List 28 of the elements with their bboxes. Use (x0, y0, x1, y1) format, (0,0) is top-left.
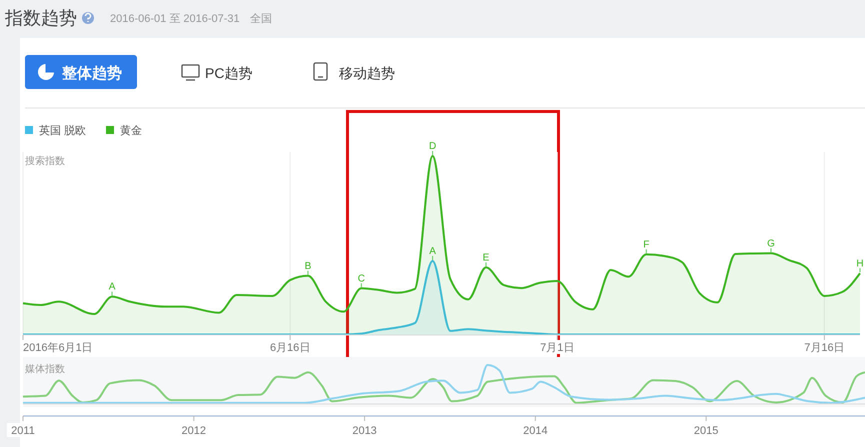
text: 全国 (250, 13, 272, 25)
annotation: H (856, 258, 864, 270)
x-tick-label: 2011 (11, 425, 35, 437)
annotation: G (767, 238, 776, 250)
x-tick-label: 2016年6月1日 (23, 342, 93, 354)
legend-label: 黄金 (120, 124, 142, 137)
chart-title: 指数趋势 (4, 8, 77, 28)
annotation: B (304, 260, 312, 272)
x-tick-label: 7月1日 (540, 342, 574, 354)
y-axis-title: 媒体指数 (25, 363, 65, 375)
text: 移动趋势 (339, 65, 395, 81)
annotation: C (358, 273, 365, 284)
annotation: A (429, 246, 436, 257)
text: 整体趋势 (61, 65, 122, 82)
annotation: E (482, 252, 490, 264)
annotation: D (428, 141, 436, 152)
legend-label: 英国 脱欧 (39, 124, 86, 137)
x-tick-label: 7月16日 (804, 342, 845, 354)
x-tick-label: 2014 (523, 425, 548, 437)
x-tick-label: 6月16日 (270, 342, 310, 354)
x-tick-label: 2013 (352, 425, 377, 437)
y-axis-title: 搜索指数 (25, 155, 65, 167)
annotation: A (108, 282, 116, 293)
annotation: F (643, 239, 650, 250)
text: PC趋势 (205, 65, 252, 81)
x-tick-label: 2015 (694, 425, 718, 437)
x-tick-label: 2012 (182, 425, 206, 437)
chart-subtitle: 2016-06-01 至 2016-07-31 (110, 13, 240, 25)
